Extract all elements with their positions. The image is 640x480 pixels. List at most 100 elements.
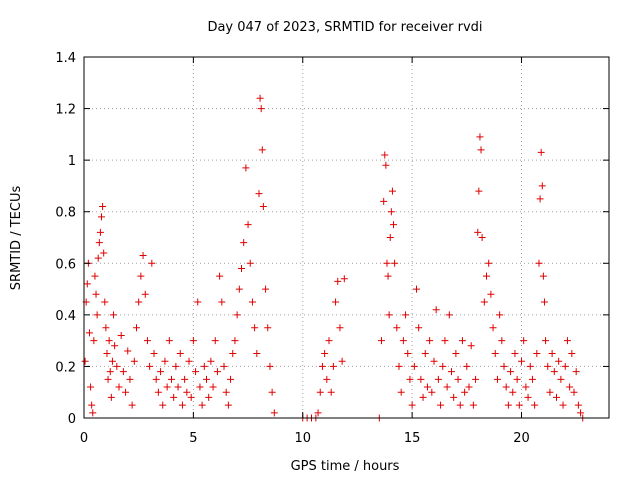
y-tick-label: 1.2 xyxy=(55,103,76,118)
data-point xyxy=(257,105,265,113)
data-point xyxy=(115,383,123,391)
data-point xyxy=(540,298,548,306)
data-point xyxy=(509,388,517,396)
data-point xyxy=(382,161,390,169)
data-point xyxy=(568,350,576,358)
data-point xyxy=(408,401,416,409)
data-point xyxy=(338,357,346,365)
data-point xyxy=(222,388,230,396)
data-point xyxy=(128,401,136,409)
data-point xyxy=(262,285,270,293)
x-tick-label: 15 xyxy=(404,431,421,446)
data-point xyxy=(520,337,528,345)
plot-frame xyxy=(83,56,610,419)
data-point xyxy=(248,298,256,306)
axis-ticks: 0 0.2 0.4 0.6 0.8 1 1.2 1.4 0 5 10 15 20 xyxy=(55,51,609,446)
data-point xyxy=(443,383,451,391)
data-point xyxy=(255,190,263,198)
data-point xyxy=(419,393,427,401)
data-point xyxy=(143,337,151,345)
data-point xyxy=(251,324,259,332)
data-point xyxy=(399,337,407,345)
data-point xyxy=(452,350,460,358)
data-point xyxy=(526,362,534,370)
data-point xyxy=(483,272,490,280)
data-point xyxy=(566,383,574,391)
data-point xyxy=(437,401,445,409)
data-point xyxy=(185,357,193,365)
data-point xyxy=(480,298,488,306)
y-tick-label: 1.4 xyxy=(55,51,76,66)
data-point xyxy=(93,311,101,319)
data-point xyxy=(402,311,410,319)
data-point xyxy=(209,383,217,391)
data-point xyxy=(100,249,108,257)
data-point xyxy=(135,298,143,306)
data-point xyxy=(557,375,565,383)
data-point xyxy=(106,368,114,376)
data-point xyxy=(493,375,501,383)
data-point xyxy=(329,362,337,370)
data-point xyxy=(561,362,569,370)
data-point xyxy=(428,388,436,396)
data-point xyxy=(387,208,395,216)
data-point xyxy=(572,368,580,376)
data-point xyxy=(439,362,447,370)
data-point xyxy=(577,409,585,417)
y-tick-label: 0.2 xyxy=(55,360,76,375)
data-point xyxy=(148,259,156,267)
data-point xyxy=(383,259,391,267)
data-point xyxy=(235,285,243,293)
data-point xyxy=(88,401,96,409)
x-tick-label: 5 xyxy=(189,431,197,446)
y-tick-label: 0 xyxy=(68,412,76,427)
data-point xyxy=(205,393,213,401)
y-tick-label: 0.6 xyxy=(55,257,76,272)
data-point xyxy=(213,368,221,376)
data-point xyxy=(110,311,118,319)
data-point xyxy=(395,362,403,370)
data-point xyxy=(233,311,241,319)
data-point xyxy=(161,357,169,365)
data-point xyxy=(388,187,396,195)
data-point xyxy=(461,388,469,396)
data-point xyxy=(229,350,237,358)
y-axis-label: SRMTID / TECUs xyxy=(9,186,24,291)
data-point xyxy=(122,388,130,396)
data-point xyxy=(218,298,226,306)
y-tick-label: 0.4 xyxy=(55,309,76,324)
data-point xyxy=(397,388,405,396)
data-point xyxy=(515,401,523,409)
data-point xyxy=(381,151,389,159)
data-point xyxy=(474,228,482,236)
data-point xyxy=(511,350,519,358)
data-point xyxy=(496,311,504,319)
data-point xyxy=(458,337,466,345)
x-tick-label: 0 xyxy=(80,431,88,446)
data-point xyxy=(535,259,543,267)
data-point xyxy=(478,234,486,241)
data-point xyxy=(159,401,167,409)
y-tick-label: 0.8 xyxy=(55,206,76,221)
data-point xyxy=(463,362,471,370)
data-point xyxy=(174,383,182,391)
data-point xyxy=(107,393,115,401)
data-point xyxy=(119,368,127,376)
data-point xyxy=(550,368,558,376)
data-point xyxy=(137,272,145,280)
data-point xyxy=(111,342,119,350)
y-tick-label: 1 xyxy=(68,154,76,169)
data-point xyxy=(172,362,180,370)
data-point xyxy=(570,388,578,396)
data-point xyxy=(475,187,483,195)
data-point xyxy=(242,164,250,172)
data-point xyxy=(133,324,140,332)
data-point xyxy=(325,337,333,345)
data-point xyxy=(113,362,121,370)
data-point xyxy=(323,375,331,383)
data-point xyxy=(253,350,261,358)
data-point xyxy=(216,272,224,280)
data-point xyxy=(258,146,266,154)
data-point xyxy=(165,337,173,345)
data-point xyxy=(413,285,420,293)
